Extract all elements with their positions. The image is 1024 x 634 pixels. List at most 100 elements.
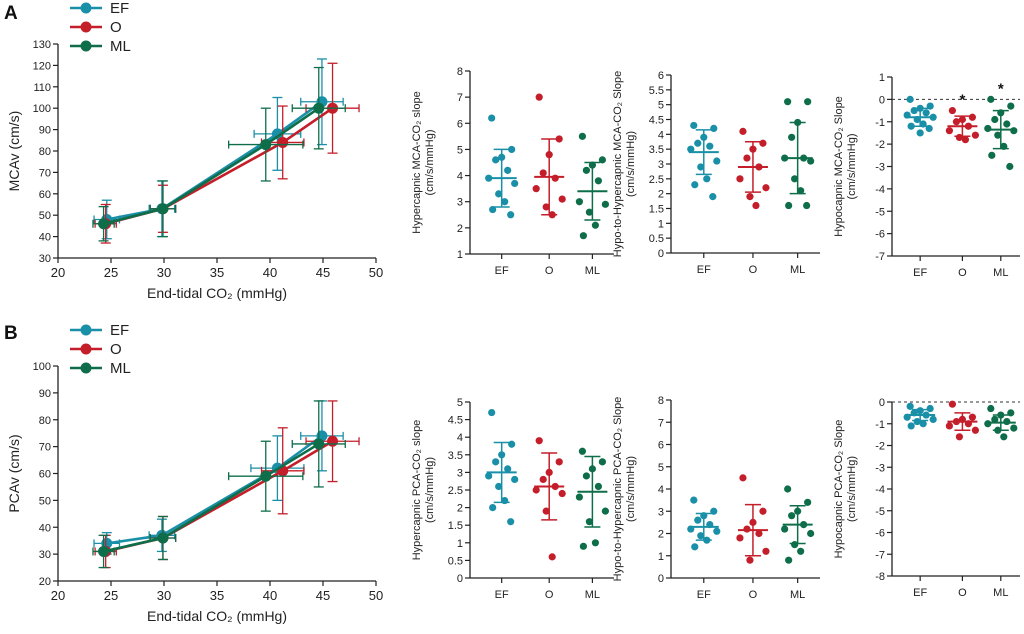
b-dot3-point-o [968,413,977,421]
a-dot3-significance-marker-o: * [959,92,965,109]
b-dot2-point-ef [694,516,702,524]
b-dot1-y-tick-label-2: 1 [457,538,463,550]
a-line-line-ml [103,107,320,226]
a-dot1-point-ef [511,179,519,188]
a-dot3-group-o: O* [945,92,980,279]
a-dot3-point-ef [926,102,934,110]
a-dot2-category-label-ml: ML [790,264,805,276]
b-line-point-ml [313,438,325,450]
a-dot1-point-ml [578,132,587,140]
b-dot1-y-axis-title-line-0: Hypercapnic PCA-CO₂ slope [411,420,423,561]
b-dot2-point-o [746,556,754,564]
a-dot2-y-tick-label-6: 3 [658,159,664,171]
a-dot1-point-ml [582,166,591,174]
a-dot3-point-ml [1010,127,1018,135]
b-dot1-point-ml [579,542,588,550]
a-line-y-tick-label-7: 100 [33,103,51,115]
a-line-y-tick-label-2: 50 [39,210,51,222]
a-dot2-point-o [743,154,751,162]
b-dot1-y-tick-label-1: 0.5 [448,555,463,567]
b-dot3-y-tick-label-2: -6 [875,528,885,540]
a-dot2-point-ef [709,193,717,201]
b-dot1-point-ml [582,472,591,480]
b-line-x-tick-label-2: 30 [157,588,171,603]
a-dot3-y-tick-label-5: -2 [875,139,885,151]
b-line-point-o [327,435,339,447]
b-dot3-group-ef: EF [903,402,937,599]
b-dot2-y-axis-title-line-1: (cm/s/mmHg) [625,456,637,522]
a-line-x-tick-label-2: 30 [157,265,171,280]
b-dot2-point-ef [697,532,705,540]
a-line-x-tick-label-1: 25 [104,265,118,280]
a-line-x-tick-label-0: 20 [51,265,65,280]
a-dot2-point-ef [703,175,711,183]
b-dot1-point-ml [585,518,594,526]
b-line-legend-label-ml: ML [110,360,131,377]
b-dot2-point-ml [781,525,789,533]
b-line-point-ml [260,470,272,482]
b-dot1-group-ml: ML [575,447,610,601]
a-dot2-y-tick-label-5: 2.5 [649,174,664,186]
b-line-line-ef [106,434,323,545]
a-dot3-category-label-ml: ML [993,267,1008,279]
b-dot1-y-tick-label-8: 4 [457,432,463,444]
b-dot2-group-o: O [736,474,770,601]
b-dot3-category-label-ml: ML [993,587,1008,599]
b-line-series-ef [93,400,344,555]
a-dot1-point-ef [495,190,503,198]
b-line-y-axis-title: PCAv (cm/s) [6,434,22,512]
a-dot2-y-tick-label-2: 1 [658,218,664,230]
a-dot2-y-tick-label-12: 6 [658,70,664,82]
b-dot3-y-tick-label-3: -5 [875,506,885,518]
a-line-point-o [277,136,289,148]
a-dot1-category-label-ef: EF [495,265,509,277]
panel-label-a: A [4,3,18,24]
a-dot2-y-tick-label-4: 2 [658,189,664,201]
a-dot1-point-ef [501,198,509,206]
a-dot3-point-ml [1007,102,1015,110]
b-dot2-point-ef [690,496,698,504]
a-dot3-y-tick-label-1: -6 [875,229,885,241]
b-dot2-point-ef [710,507,718,515]
a-dot3-point-o [948,106,957,115]
a-dot2-point-ef [713,157,721,165]
b-dot1-point-ml [591,539,600,547]
b-dot1-point-ef [492,458,500,466]
a-dot1-category-label-o: O [545,265,554,277]
b-dot1-category-label-o: O [545,589,554,601]
a-dot2-point-ef [710,124,718,132]
b-dot1-category-label-ef: EF [495,589,509,601]
b-dot2-category-label-o: O [749,589,758,601]
b-line-series-o [94,400,360,569]
a-line-point-ef [271,128,283,140]
a-dot1-point-ml [601,200,610,208]
a-line-y-axis-title: MCAv (cm/s) [6,111,22,192]
a-line-chart: 20 25 30 35 40 45 50 30 40 50 60 70 80 90 100 110 120 130… [6,0,383,301]
a-dot1-point-ml [591,221,600,229]
b-dot3-point-o [948,400,957,408]
a-dot3-point-o [961,136,970,144]
b-dot2-group-ef: EF [687,496,721,601]
a-dot2-y-tick-label-9: 4.5 [649,115,664,127]
b-dot3-point-ml [1010,424,1018,432]
a-line-legend-label-ml: ML [110,38,131,55]
b-dot3-point-ml [1000,433,1008,441]
b-dot1-point-ef [489,504,497,512]
a-dot2-y-tick-label-1: 0.5 [649,233,664,245]
b-dot2-point-o [736,534,744,542]
a-dot3-y-tick-label-6: -1 [875,117,885,129]
a-line-y-tick-label-6: 90 [39,125,51,137]
b-dot1-y-tick-label-6: 3 [457,467,463,479]
a-dot3-point-ml [988,151,996,159]
a-line-line-ef [106,100,323,221]
a-line-line-o [105,107,334,226]
a-dot1-y-tick-label-2: 3 [457,197,463,209]
b-dot2-point-o [743,525,751,533]
b-line-y-tick-label-8: 100 [33,361,51,373]
a-dot2-point-ef [690,121,698,130]
a-dot3-y-tick-label-8: 1 [879,72,885,84]
b-dot1-point-o [558,489,566,498]
a-dot1-point-ef [489,205,497,214]
a-dot3-y-tick-label-2: -5 [875,206,885,218]
b-dot2-y-tick-label-4: 4 [658,484,664,496]
